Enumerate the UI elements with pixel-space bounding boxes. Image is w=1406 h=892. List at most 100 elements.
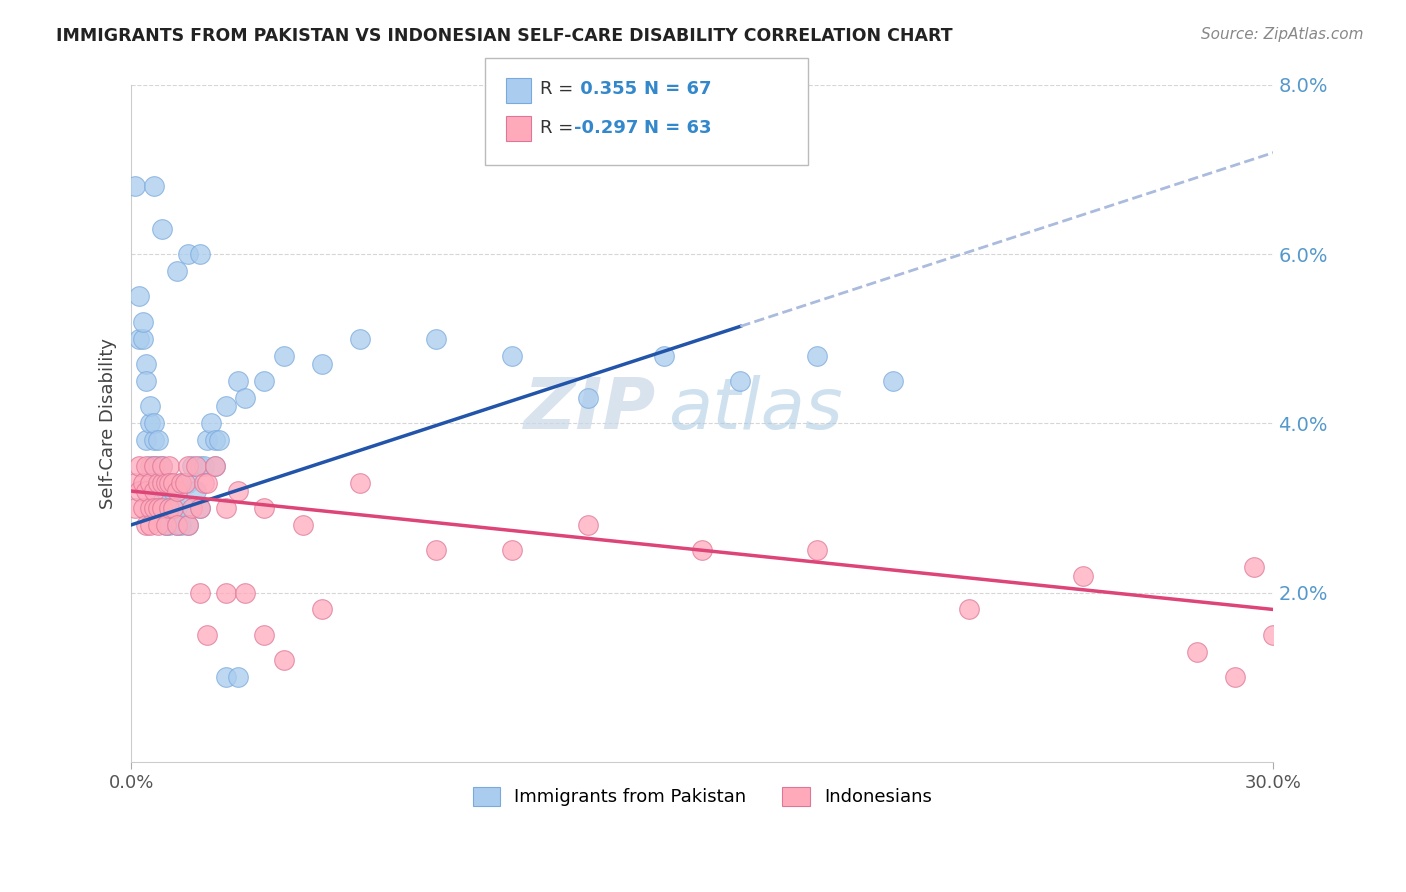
Point [166, 517, 188, 532]
Point [177, 517, 200, 532]
Point [184, 483, 207, 498]
Point [208, 434, 231, 448]
Point [197, 628, 219, 642]
Point [128, 289, 150, 303]
Point [204, 458, 226, 473]
Point [143, 434, 166, 448]
Point [135, 483, 157, 498]
Point [273, 653, 295, 667]
Point [139, 475, 162, 490]
Text: -0.297: -0.297 [574, 119, 638, 136]
Point [226, 670, 249, 684]
Point [652, 349, 675, 363]
Point [166, 500, 188, 515]
Point [311, 357, 333, 371]
Point [197, 475, 219, 490]
Point [135, 434, 157, 448]
Point [143, 179, 166, 194]
Point [124, 179, 146, 194]
Point [215, 500, 238, 515]
Point [143, 483, 166, 498]
Point [155, 517, 177, 532]
Point [157, 458, 180, 473]
Point [155, 517, 177, 532]
Point [226, 374, 249, 388]
Point [157, 500, 180, 515]
Text: N = 63: N = 63 [644, 119, 711, 136]
Text: IMMIGRANTS FROM PAKISTAN VS INDONESIAN SELF-CARE DISABILITY CORRELATION CHART: IMMIGRANTS FROM PAKISTAN VS INDONESIAN S… [56, 27, 953, 45]
Point [157, 517, 180, 532]
Point [157, 475, 180, 490]
Text: N = 67: N = 67 [644, 80, 711, 98]
Point [181, 500, 204, 515]
Point [501, 543, 523, 558]
Point [173, 475, 195, 490]
Point [193, 458, 215, 473]
Point [235, 391, 257, 405]
Point [135, 517, 157, 532]
Point [188, 585, 211, 599]
Point [181, 458, 204, 473]
Text: R =: R = [540, 80, 574, 98]
Point [215, 670, 238, 684]
Point [155, 475, 177, 490]
Point [150, 475, 173, 490]
Point [139, 458, 162, 473]
Text: 0.355: 0.355 [574, 80, 637, 98]
Point [177, 475, 200, 490]
Point [124, 475, 146, 490]
Point [150, 458, 173, 473]
Point [139, 400, 162, 414]
Point [188, 500, 211, 515]
Point [131, 315, 153, 329]
Point [162, 475, 184, 490]
Point [150, 221, 173, 235]
Point [177, 247, 200, 261]
Point [139, 517, 162, 532]
Point [162, 500, 184, 515]
Point [957, 602, 980, 616]
Point [155, 483, 177, 498]
Point [135, 357, 157, 371]
Point [166, 483, 188, 498]
Point [135, 458, 157, 473]
Point [273, 349, 295, 363]
Point [576, 517, 599, 532]
Point [730, 374, 752, 388]
Point [146, 483, 169, 498]
Point [131, 332, 153, 346]
Point [425, 543, 447, 558]
Point [146, 458, 169, 473]
Y-axis label: Self-Care Disability: Self-Care Disability [100, 338, 117, 508]
Point [128, 332, 150, 346]
Point [124, 500, 146, 515]
Point [170, 475, 193, 490]
Point [157, 500, 180, 515]
Point [128, 483, 150, 498]
Point [425, 332, 447, 346]
Point [806, 543, 828, 558]
Point [150, 500, 173, 515]
Point [349, 475, 371, 490]
Point [215, 585, 238, 599]
Point [184, 458, 207, 473]
Point [200, 417, 222, 431]
Point [150, 475, 173, 490]
Point [177, 517, 200, 532]
Point [143, 458, 166, 473]
Point [177, 458, 200, 473]
Point [146, 475, 169, 490]
Point [215, 400, 238, 414]
Point [146, 517, 169, 532]
Point [188, 458, 211, 473]
Point [311, 602, 333, 616]
Point [150, 500, 173, 515]
Point [173, 500, 195, 515]
Legend: Immigrants from Pakistan, Indonesians: Immigrants from Pakistan, Indonesians [465, 780, 939, 814]
Point [146, 434, 169, 448]
Point [692, 543, 714, 558]
Text: ZIP: ZIP [524, 376, 657, 444]
Point [253, 628, 276, 642]
Point [150, 458, 173, 473]
Point [197, 434, 219, 448]
